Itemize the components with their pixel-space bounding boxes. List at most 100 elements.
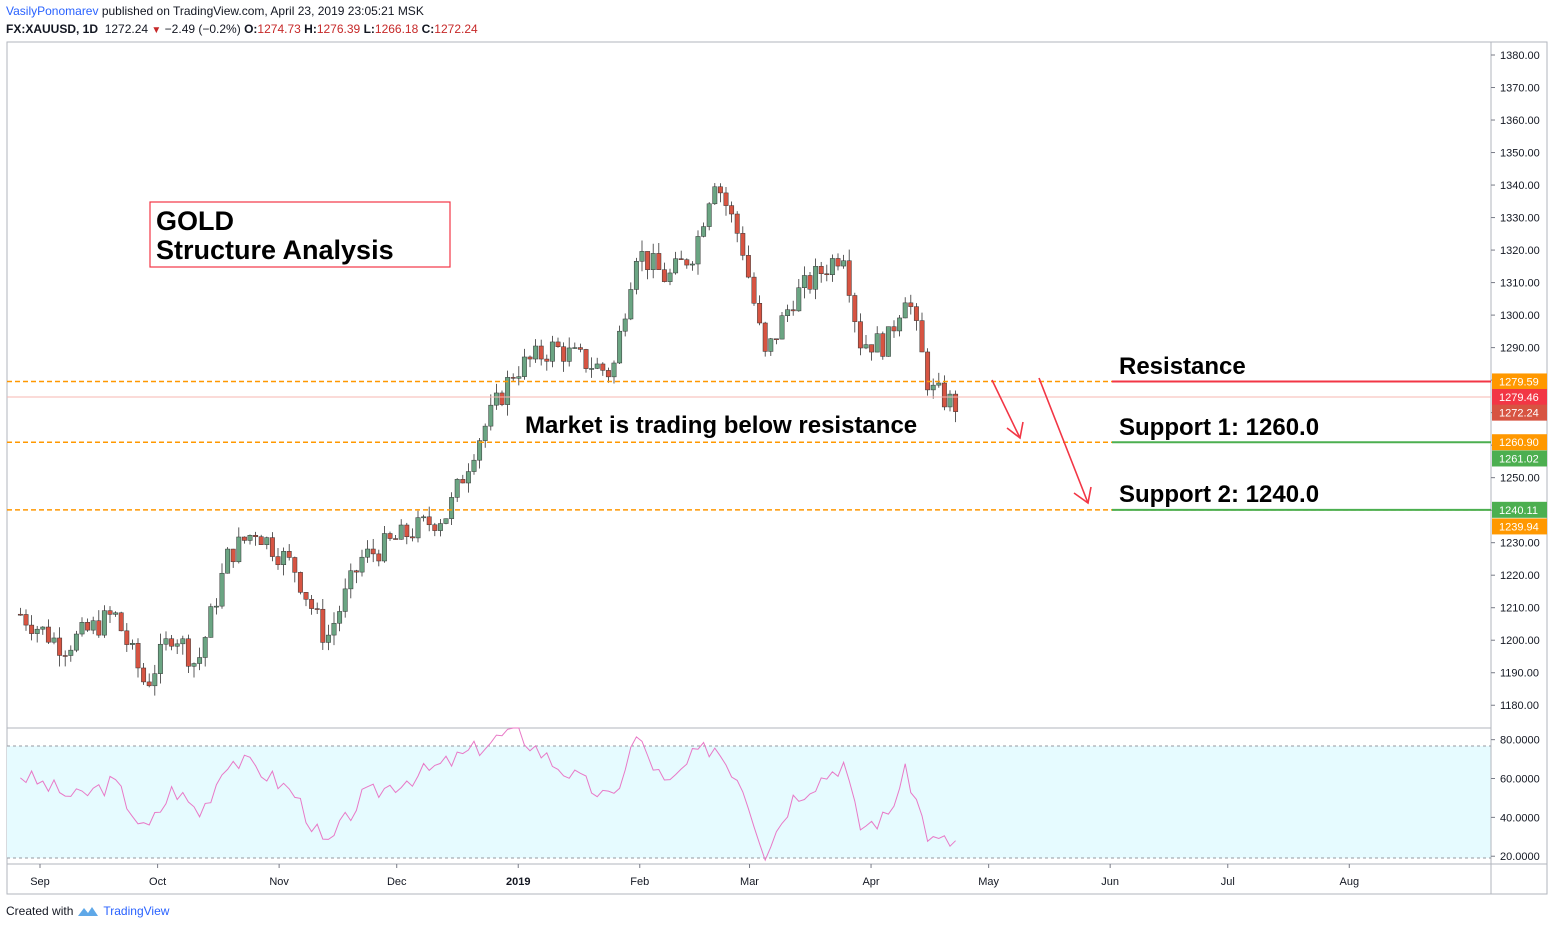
author-link[interactable]: VasilyPonomarev — [6, 4, 99, 18]
candle — [745, 255, 751, 278]
price-tick-label: 1190.00 — [1500, 668, 1539, 680]
down-triangle-icon: ▼ — [151, 25, 162, 36]
price-chart[interactable]: GOLD Structure Analysis Market is tradin… — [0, 0, 1555, 900]
candle — [751, 276, 757, 304]
candle — [398, 524, 404, 540]
time-tick-label: May — [978, 876, 999, 888]
candle — [135, 642, 141, 669]
candle — [247, 535, 253, 541]
candle — [757, 303, 763, 324]
candle — [801, 275, 807, 288]
candle — [264, 537, 270, 545]
candle — [129, 642, 135, 645]
candle — [29, 624, 35, 634]
market-note: Market is trading below resistance — [525, 412, 917, 439]
candle — [477, 440, 483, 461]
candle — [124, 630, 130, 645]
candle — [566, 347, 572, 362]
candle — [118, 612, 124, 632]
candle — [712, 186, 718, 205]
symbol-label[interactable]: FX:XAUUSD, 1D — [6, 22, 99, 36]
rsi-series — [20, 727, 956, 862]
candle — [353, 570, 359, 573]
time-tick-label: Dec — [387, 876, 407, 888]
price-tick-label: 1370.00 — [1500, 83, 1540, 95]
candle — [891, 326, 897, 332]
rsi-tick-label: 40.0000 — [1500, 812, 1540, 824]
time-tick-label: Feb — [630, 876, 649, 888]
candle — [605, 370, 611, 378]
price-tick-label: 1200.00 — [1500, 635, 1540, 647]
candle — [734, 213, 740, 234]
candle — [908, 302, 914, 307]
publish-info: VasilyPonomarev published on TradingView… — [6, 4, 424, 18]
candle — [773, 338, 779, 340]
created-with-text: Created with — [6, 904, 74, 918]
candle — [628, 289, 634, 320]
candle — [549, 341, 555, 362]
candle — [68, 649, 74, 656]
price-tick-label: 1380.00 — [1500, 50, 1540, 62]
title-line2: Structure Analysis — [156, 235, 394, 265]
candle — [919, 320, 925, 353]
candle — [673, 258, 679, 274]
candle — [225, 548, 231, 574]
candle — [152, 673, 158, 687]
candle — [684, 259, 690, 266]
support2-label: Support 2: 1240.0 — [1119, 481, 1319, 508]
candle — [544, 358, 550, 362]
candle — [17, 613, 23, 616]
rsi-band — [7, 746, 1491, 858]
candles — [17, 183, 959, 696]
candle — [678, 258, 684, 260]
resistance-label: Resistance — [1119, 353, 1246, 380]
candle — [829, 258, 835, 275]
candle — [701, 226, 707, 237]
candle — [297, 572, 303, 593]
price-tick-label: 1350.00 — [1500, 148, 1540, 160]
candle — [947, 393, 953, 408]
price-badge — [1492, 501, 1547, 518]
candle — [169, 638, 175, 647]
candle — [857, 321, 863, 349]
candle — [73, 633, 79, 651]
candle — [437, 523, 443, 531]
projection-arrows — [991, 377, 1092, 505]
time-tick-label: 2019 — [506, 876, 530, 888]
time-tick-label: Apr — [862, 876, 879, 888]
time-axis[interactable]: Sep Oct Nov Dec 2019 Feb Mar Apr May Jun Jul Aug — [30, 864, 1359, 888]
candle — [482, 425, 488, 441]
candle — [729, 205, 735, 215]
price-badge — [1492, 404, 1547, 421]
published-text: published on TradingView.com, April 23, … — [101, 4, 424, 18]
price-tick-label: 1180.00 — [1500, 700, 1539, 712]
tradingview-logo-icon — [78, 907, 99, 916]
close-value: 1272.24 — [434, 22, 478, 36]
price-tick-label: 1310.00 — [1500, 278, 1540, 290]
candle — [45, 626, 51, 643]
candle — [510, 377, 516, 379]
candle — [342, 588, 348, 612]
candle — [600, 363, 606, 371]
candle — [146, 681, 152, 687]
candle — [667, 272, 673, 282]
candle — [505, 377, 511, 405]
candle — [157, 643, 163, 674]
candle — [869, 344, 875, 353]
candle — [633, 261, 639, 290]
candle — [897, 317, 903, 332]
footer: Created with TradingView — [6, 904, 169, 918]
candle — [62, 655, 68, 657]
candle — [594, 363, 600, 369]
tradingview-brand[interactable]: TradingView — [103, 904, 170, 918]
candle — [533, 345, 539, 360]
candle — [779, 315, 785, 340]
open-value: 1274.73 — [257, 22, 301, 36]
last-price: 1272.24 — [104, 22, 149, 36]
candle — [286, 551, 292, 558]
time-tick-label: Oct — [149, 876, 166, 888]
candle — [303, 592, 309, 600]
price-tick-label: 1230.00 — [1500, 538, 1540, 550]
price-badges: 1279.59 1279.46 1272.24 1260.90 1261.02 1240.… — [1492, 373, 1547, 535]
candle — [269, 537, 275, 557]
